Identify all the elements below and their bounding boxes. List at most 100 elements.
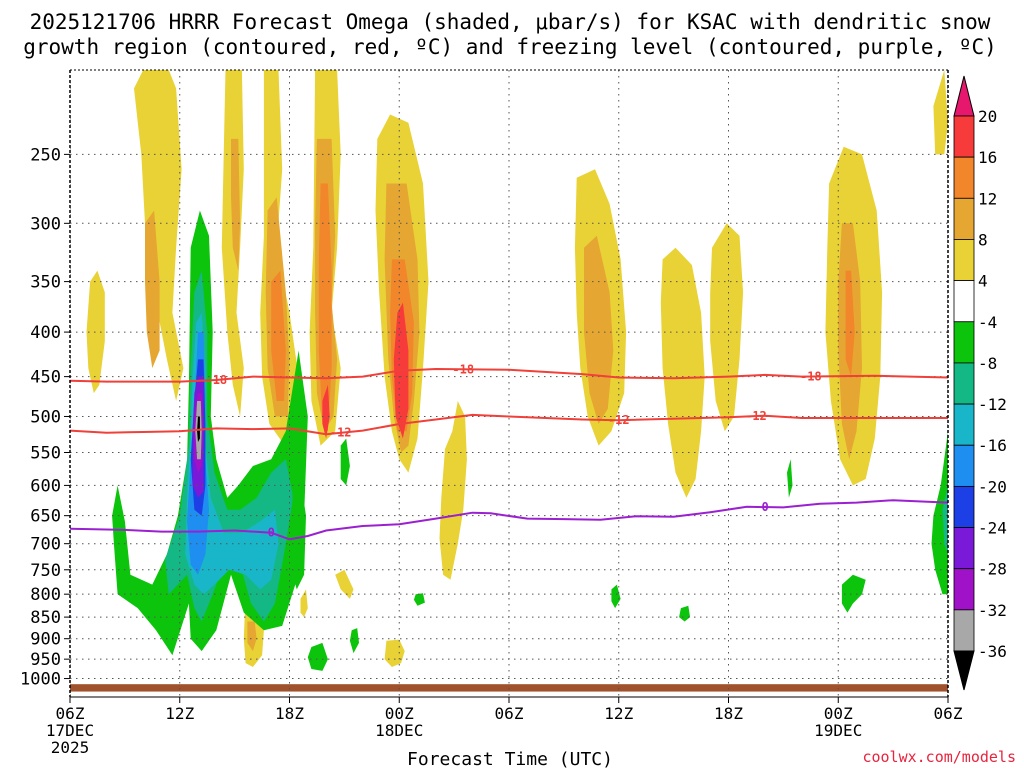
contour-0C [70, 499, 948, 541]
y-tick-label: 650 [30, 507, 61, 527]
x-tick-label: 00Z [824, 704, 853, 723]
y-tick-label: 700 [30, 535, 61, 555]
y-tick-label: 600 [30, 476, 61, 496]
omega-region-yellow-c11-outer [439, 401, 467, 580]
y-tick-label: 250 [30, 145, 61, 165]
omega-region-orange-c4b [318, 183, 332, 432]
colorbar-label: 4 [978, 272, 988, 291]
omega-region-green-c22 [931, 431, 948, 595]
colorbar-label: 12 [978, 189, 997, 208]
contour-label-0C: 0 [761, 500, 768, 514]
chart-title-line-2: growth region (contoured, red, ºC) and f… [23, 35, 997, 59]
colorbar-label: 8 [978, 230, 988, 249]
x-tick-label: 17DEC [46, 721, 94, 740]
omega-region-green-c19 [679, 605, 691, 622]
chart-title-line-1: 2025121706 HRRR Forecast Omega (shaded, … [30, 10, 991, 34]
colorbar-top-cap [953, 75, 975, 117]
colorbar-segment [953, 115, 975, 158]
colorbar-label: -12 [978, 395, 1007, 414]
contour-label--18C: -18 [452, 362, 474, 376]
colorbar-label: -20 [978, 477, 1007, 496]
omega-region-orange-c9 [231, 138, 241, 271]
x-tick-label: 19DEC [814, 721, 862, 740]
y-tick-label: 950 [30, 650, 61, 670]
colorbar-segment [953, 403, 975, 446]
omega-region-yellow-c19-small [300, 589, 308, 618]
contour-label--12C: -12 [330, 426, 352, 440]
colorbar-segment [953, 362, 975, 405]
omega-region-green-c20 [787, 459, 793, 498]
colorbar-segment [953, 156, 975, 199]
svg-text:-18: -18 [800, 370, 822, 384]
colorbar-label: -4 [978, 313, 997, 332]
svg-text:-12: -12 [608, 413, 630, 427]
omega-region-yellow-c8-outer [660, 247, 705, 498]
contour-label--12C: -12 [745, 409, 767, 423]
colorbar-segment [953, 568, 975, 611]
svg-text:-12: -12 [745, 409, 767, 423]
x-tick-label: 18Z [275, 704, 304, 723]
y-tick-label: 750 [30, 561, 61, 581]
omega-region-yellow-c18-small [335, 569, 354, 599]
x-tick-label: 00Z [385, 704, 414, 723]
y-tick-label: 1000 [20, 670, 61, 690]
omega-region-orange-c13 [247, 621, 257, 652]
contour--12C [70, 413, 948, 436]
plot-area: -18 -18 -18 -12 -12 -12 0 0 [69, 69, 949, 698]
colorbar-segment [953, 485, 975, 528]
omega-region-orange-c1 [145, 210, 160, 369]
svg-text:0: 0 [761, 500, 768, 514]
y-axis: 2503003504004505005506006507007508008509… [20, 145, 70, 690]
omega-region-yellow-c10-outer [86, 270, 105, 394]
omega-region-yellow-c12-outer [933, 70, 948, 155]
x-tick-label: 18Z [714, 704, 743, 723]
colorbar-label: 20 [978, 107, 997, 126]
y-tick-label: 350 [30, 273, 61, 293]
omega-region-green-c17 [413, 593, 425, 606]
omega-region-orange-c7b [845, 270, 855, 377]
omega-region-green-c15 [307, 642, 328, 671]
colorbar-label: -16 [978, 436, 1007, 455]
colorbar: 20 16 12 8 4 -4 -8 -12 -16 -20 -24 -28 -32 -36 [953, 75, 1007, 691]
svg-text:-18: -18 [205, 373, 227, 387]
colorbar-label: 16 [978, 148, 997, 167]
omega-region-yellow-c1-outer [134, 70, 184, 401]
omega-region-green-top-tall [289, 479, 306, 590]
omega-region-yellow-c9-outer [710, 223, 744, 432]
svg-text:-12: -12 [330, 426, 352, 440]
colorbar-segment [953, 527, 975, 570]
source-credit[interactable]: coolwx.com/models [862, 748, 1016, 766]
plot-content: -18 -18 -18 -12 -12 -12 0 0 [70, 70, 948, 697]
colorbar-segment [953, 280, 975, 323]
y-tick-label: 900 [30, 630, 61, 650]
x-tick-label: 18DEC [375, 721, 423, 740]
x-tick-label: 12Z [604, 704, 633, 723]
omega-region-green-c21 [841, 574, 866, 613]
y-tick-label: 400 [30, 323, 61, 343]
contour-label-0C: 0 [268, 526, 275, 540]
y-tick-label: 850 [30, 608, 61, 628]
colorbar-label: -36 [978, 642, 1007, 661]
omega-region-cyan-main [185, 312, 279, 595]
contour-label--12C: -12 [608, 413, 630, 427]
x-tick-label: 06Z [495, 704, 524, 723]
omega-region-green-c16 [349, 628, 359, 654]
omega-region-red-c4 [322, 384, 330, 439]
colorbar-segment [953, 239, 975, 282]
x-tick-label: 06Z [934, 704, 963, 723]
svg-text:0: 0 [268, 526, 275, 540]
y-tick-label: 500 [30, 407, 61, 427]
x-tick-label: 06Z [56, 704, 85, 723]
omega-region-green-c18 [611, 584, 621, 609]
y-tick-label: 800 [30, 585, 61, 605]
colorbar-segment [953, 197, 975, 240]
colorbar-label: -32 [978, 601, 1007, 620]
omega-region-green-c14 [340, 438, 350, 486]
x-tick-label: 12Z [165, 704, 194, 723]
omega-region-orange-c2 [271, 270, 286, 401]
contour-label--18C: -18 [205, 373, 227, 387]
omega-region-yellow-c14-outer [384, 639, 405, 667]
contour-label--18C: -18 [800, 370, 822, 384]
colorbar-segment [953, 444, 975, 487]
